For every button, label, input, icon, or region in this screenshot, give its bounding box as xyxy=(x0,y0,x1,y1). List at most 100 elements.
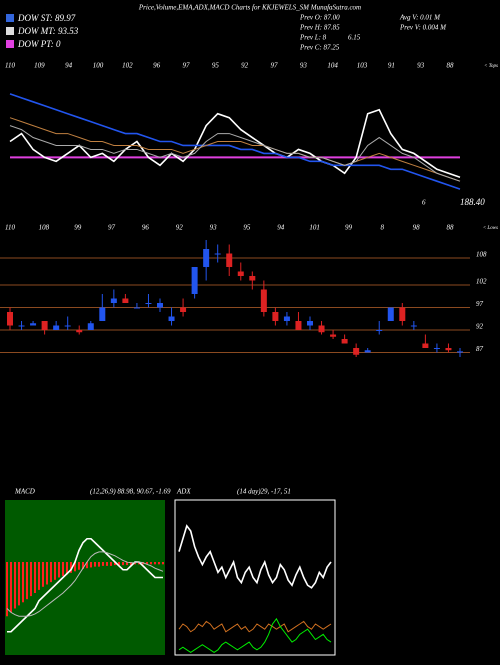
top-label: 104 xyxy=(327,62,338,70)
top-label: 96 xyxy=(142,224,150,232)
histogram-bar xyxy=(86,562,88,569)
info-text: Prev C: 87.25 xyxy=(299,44,340,52)
series-line xyxy=(9,117,461,182)
candle-body xyxy=(168,316,175,321)
candle-body xyxy=(283,316,290,321)
candle-body xyxy=(387,307,394,321)
candle-body xyxy=(260,289,267,312)
histogram-bar xyxy=(150,562,152,565)
series-line xyxy=(178,620,332,633)
y-tick-label: 87 xyxy=(476,345,484,353)
histogram-bar xyxy=(6,562,8,617)
candle-body xyxy=(180,307,187,312)
panel-bg xyxy=(174,499,336,656)
annotation: 188.40 xyxy=(460,197,485,207)
top-label: 8 xyxy=(381,224,385,232)
histogram-bar xyxy=(90,562,92,568)
histogram-bar xyxy=(130,562,132,566)
candle-body xyxy=(30,323,37,326)
series-line xyxy=(9,108,461,178)
top-label: 102 xyxy=(122,62,133,70)
histogram-bar xyxy=(66,562,68,575)
histogram-bar xyxy=(30,562,32,597)
candle-body xyxy=(133,307,140,309)
candle-body xyxy=(307,321,313,326)
top-label: 103 xyxy=(357,62,368,70)
page-title: Price,Volume,EMA,ADX,MACD Charts for KKJ… xyxy=(138,4,361,12)
candle-body xyxy=(457,351,463,353)
top-label: 110 xyxy=(5,62,15,70)
histogram-bar xyxy=(126,562,128,566)
candle-body xyxy=(145,303,152,304)
legend-label: DOW PT: 0 xyxy=(17,39,61,49)
series-line xyxy=(9,93,461,190)
top-label: 92 xyxy=(241,62,249,70)
top-label: 96 xyxy=(153,62,161,70)
info-text: Prev L: 8 xyxy=(299,34,327,42)
panel-label: MACD xyxy=(14,488,35,496)
candle-body xyxy=(99,307,106,321)
candle-body xyxy=(214,253,221,255)
histogram-bar xyxy=(122,562,124,566)
candle-body xyxy=(87,323,94,330)
legend-swatch xyxy=(6,27,14,35)
series-line xyxy=(178,524,332,589)
candle-body xyxy=(399,307,406,321)
candle-body xyxy=(295,321,302,330)
candle-body xyxy=(318,325,325,333)
series-line xyxy=(9,125,461,182)
top-label: 98 xyxy=(413,224,421,232)
info-text: Prev O: 87.00 xyxy=(299,14,340,22)
side-label: < Lows xyxy=(483,226,498,231)
top-label: 99 xyxy=(345,224,353,232)
top-label: 97 xyxy=(271,62,279,70)
top-label: 88 xyxy=(447,62,455,70)
histogram-bar xyxy=(114,562,116,566)
top-label: 110 xyxy=(5,224,15,232)
histogram-bar xyxy=(42,562,44,587)
candle-body xyxy=(64,325,71,327)
histogram-bar xyxy=(54,562,56,580)
candle-body xyxy=(41,321,48,330)
histogram-bar xyxy=(82,562,84,569)
info-text: Prev V: 0.004 M xyxy=(399,24,447,32)
candle-body xyxy=(203,249,210,267)
candle-body xyxy=(445,348,452,351)
candle-body xyxy=(110,298,117,303)
histogram-bar xyxy=(18,562,20,606)
legend-label: DOW MT: 93.53 xyxy=(17,26,79,36)
candle-body xyxy=(376,330,383,331)
panel-params: (12,26,9) 88.98, 90.67, -1.69 xyxy=(90,488,171,496)
info-text: Avg V: 0.01 M xyxy=(399,14,441,22)
histogram-bar xyxy=(74,562,76,572)
top-label: 88 xyxy=(447,224,455,232)
histogram-bar xyxy=(146,562,148,565)
candle-body xyxy=(18,325,25,327)
histogram-bar xyxy=(38,562,40,590)
histogram-bar xyxy=(110,562,112,566)
top-label: 92 xyxy=(176,224,184,232)
histogram-bar xyxy=(118,562,120,566)
histogram-bar xyxy=(62,562,64,576)
candle-body xyxy=(157,303,163,308)
histogram-bar xyxy=(98,562,100,567)
histogram-bar xyxy=(70,562,72,573)
histogram-bar xyxy=(158,562,160,565)
histogram-bar xyxy=(22,562,24,603)
top-label: 94 xyxy=(277,224,285,232)
candle-body xyxy=(364,350,371,353)
legend-swatch xyxy=(6,14,14,22)
histogram-bar xyxy=(106,562,108,566)
top-label: 100 xyxy=(93,62,104,70)
histogram-bar xyxy=(102,562,104,566)
panel-label: ADX xyxy=(176,488,191,496)
candle-body xyxy=(330,334,337,337)
histogram-bar xyxy=(10,562,12,613)
info-text: 6.15 xyxy=(348,34,361,42)
candle-body xyxy=(237,271,244,276)
top-label: 99 xyxy=(74,224,82,232)
legend-swatch xyxy=(6,40,14,48)
legend-label: DOW ST: 89.97 xyxy=(17,13,76,23)
side-label: < Tops xyxy=(484,64,498,69)
